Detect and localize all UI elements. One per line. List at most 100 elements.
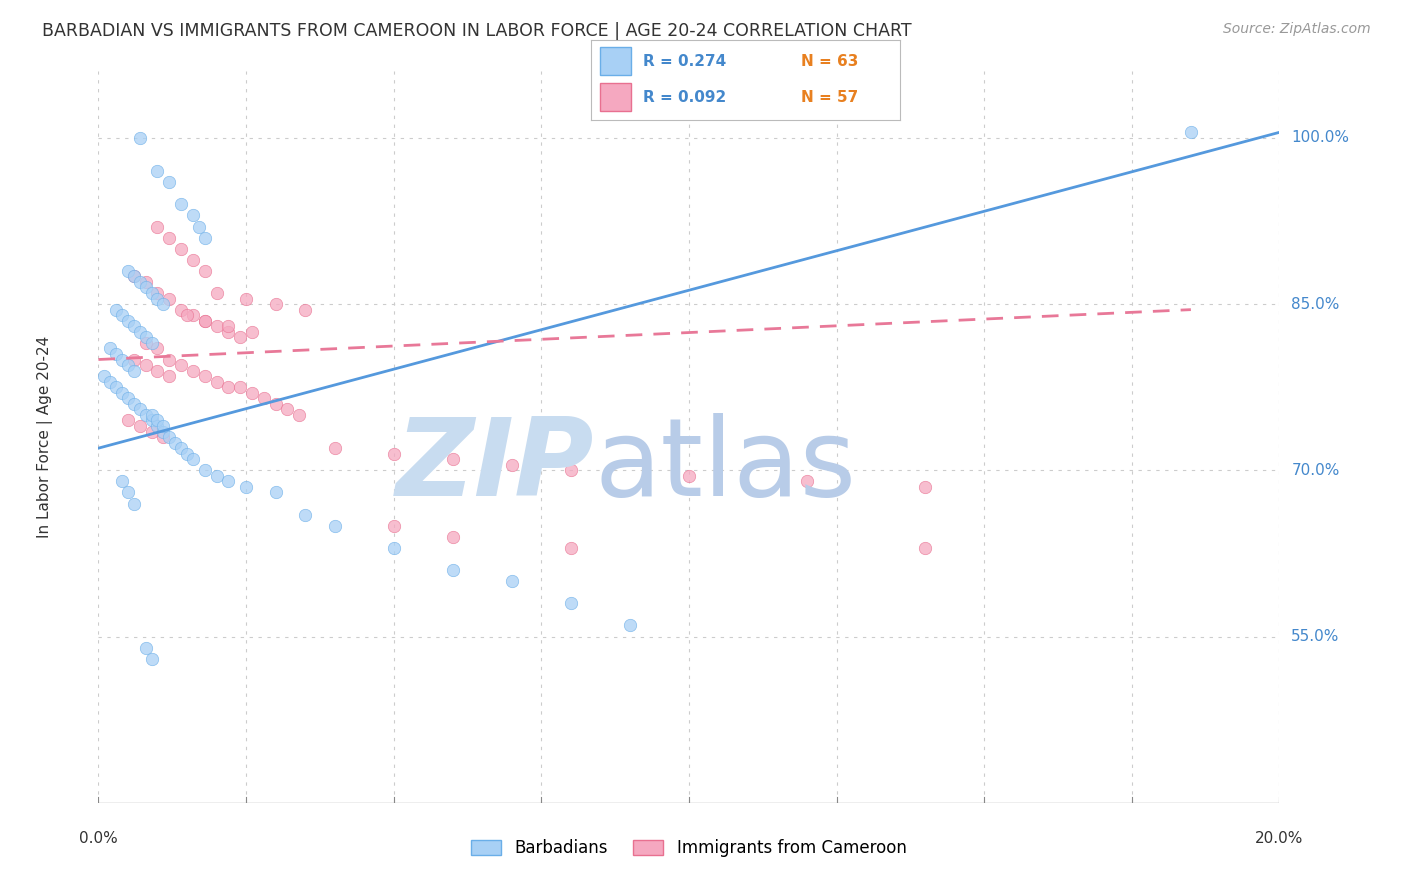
Point: [170, 197, 193, 211]
Text: 100.0%: 100.0%: [1291, 130, 1350, 145]
Point: [441, 563, 464, 577]
Point: [240, 325, 263, 339]
Point: [128, 325, 150, 339]
Point: [170, 242, 193, 256]
Point: [146, 413, 169, 427]
Point: [128, 131, 150, 145]
Text: In Labor Force | Age 20-24: In Labor Force | Age 20-24: [38, 336, 53, 538]
Point: [122, 397, 145, 411]
Point: [105, 380, 128, 394]
Point: [194, 230, 217, 244]
Text: N = 63: N = 63: [801, 54, 858, 69]
Text: 85.0%: 85.0%: [1291, 297, 1340, 311]
Point: [146, 164, 169, 178]
Point: [165, 435, 187, 450]
Point: [194, 463, 217, 477]
Text: R = 0.092: R = 0.092: [643, 89, 727, 104]
Point: [122, 319, 145, 334]
Point: [229, 380, 252, 394]
Point: [264, 397, 287, 411]
Point: [560, 596, 582, 610]
Point: [194, 264, 217, 278]
Point: [441, 452, 464, 467]
Point: [205, 319, 228, 334]
Point: [105, 347, 128, 361]
Point: [146, 285, 169, 300]
Point: [117, 485, 139, 500]
Point: [128, 275, 150, 289]
Point: [98, 375, 121, 389]
Point: [111, 385, 134, 400]
Point: [240, 385, 263, 400]
Point: [152, 419, 174, 434]
Point: [152, 297, 174, 311]
Point: [501, 458, 523, 472]
Point: [146, 363, 169, 377]
Point: [135, 335, 157, 350]
Point: [111, 352, 134, 367]
Point: [141, 413, 163, 427]
Point: [205, 375, 228, 389]
Point: [146, 342, 169, 356]
Point: [501, 574, 523, 589]
Point: [146, 419, 169, 434]
Point: [152, 425, 174, 439]
Point: [235, 480, 257, 494]
Point: [135, 330, 157, 344]
Point: [205, 285, 228, 300]
Point: [264, 297, 287, 311]
Legend: Barbadians, Immigrants from Cameroon: Barbadians, Immigrants from Cameroon: [465, 832, 912, 864]
Point: [217, 380, 239, 394]
Point: [117, 358, 139, 372]
Point: [560, 541, 582, 555]
Point: [288, 408, 311, 422]
Point: [217, 475, 239, 489]
Point: [122, 497, 145, 511]
Point: [135, 358, 157, 372]
Point: [796, 475, 818, 489]
Point: [141, 335, 163, 350]
Point: [135, 275, 157, 289]
Point: [382, 541, 405, 555]
Point: [194, 314, 217, 328]
Bar: [600, 84, 631, 111]
Point: [323, 441, 346, 455]
Point: [441, 530, 464, 544]
Point: [229, 330, 252, 344]
Point: [678, 468, 700, 483]
Text: R = 0.274: R = 0.274: [643, 54, 727, 69]
Point: [141, 285, 163, 300]
Point: [157, 430, 180, 444]
Point: [122, 269, 145, 284]
Point: [253, 392, 276, 406]
Point: [619, 618, 641, 632]
Point: [181, 252, 204, 267]
Point: [914, 541, 936, 555]
Point: [111, 308, 134, 322]
Point: [235, 292, 257, 306]
Point: [217, 319, 239, 334]
Point: [382, 518, 405, 533]
Point: [294, 508, 316, 522]
Text: 0.0%: 0.0%: [79, 830, 118, 846]
Bar: [600, 47, 631, 75]
Point: [157, 175, 180, 189]
Point: [122, 352, 145, 367]
Point: [205, 468, 228, 483]
Text: N = 57: N = 57: [801, 89, 858, 104]
Point: [170, 358, 193, 372]
Point: [264, 485, 287, 500]
Point: [117, 314, 139, 328]
Point: [122, 269, 145, 284]
Point: [194, 369, 217, 384]
Text: ZIP: ZIP: [396, 413, 595, 519]
Point: [135, 640, 157, 655]
Point: [117, 413, 139, 427]
Point: [135, 408, 157, 422]
Point: [152, 430, 174, 444]
Point: [176, 447, 198, 461]
Point: [128, 419, 150, 434]
Point: [560, 463, 582, 477]
Point: [128, 402, 150, 417]
Point: [111, 475, 134, 489]
